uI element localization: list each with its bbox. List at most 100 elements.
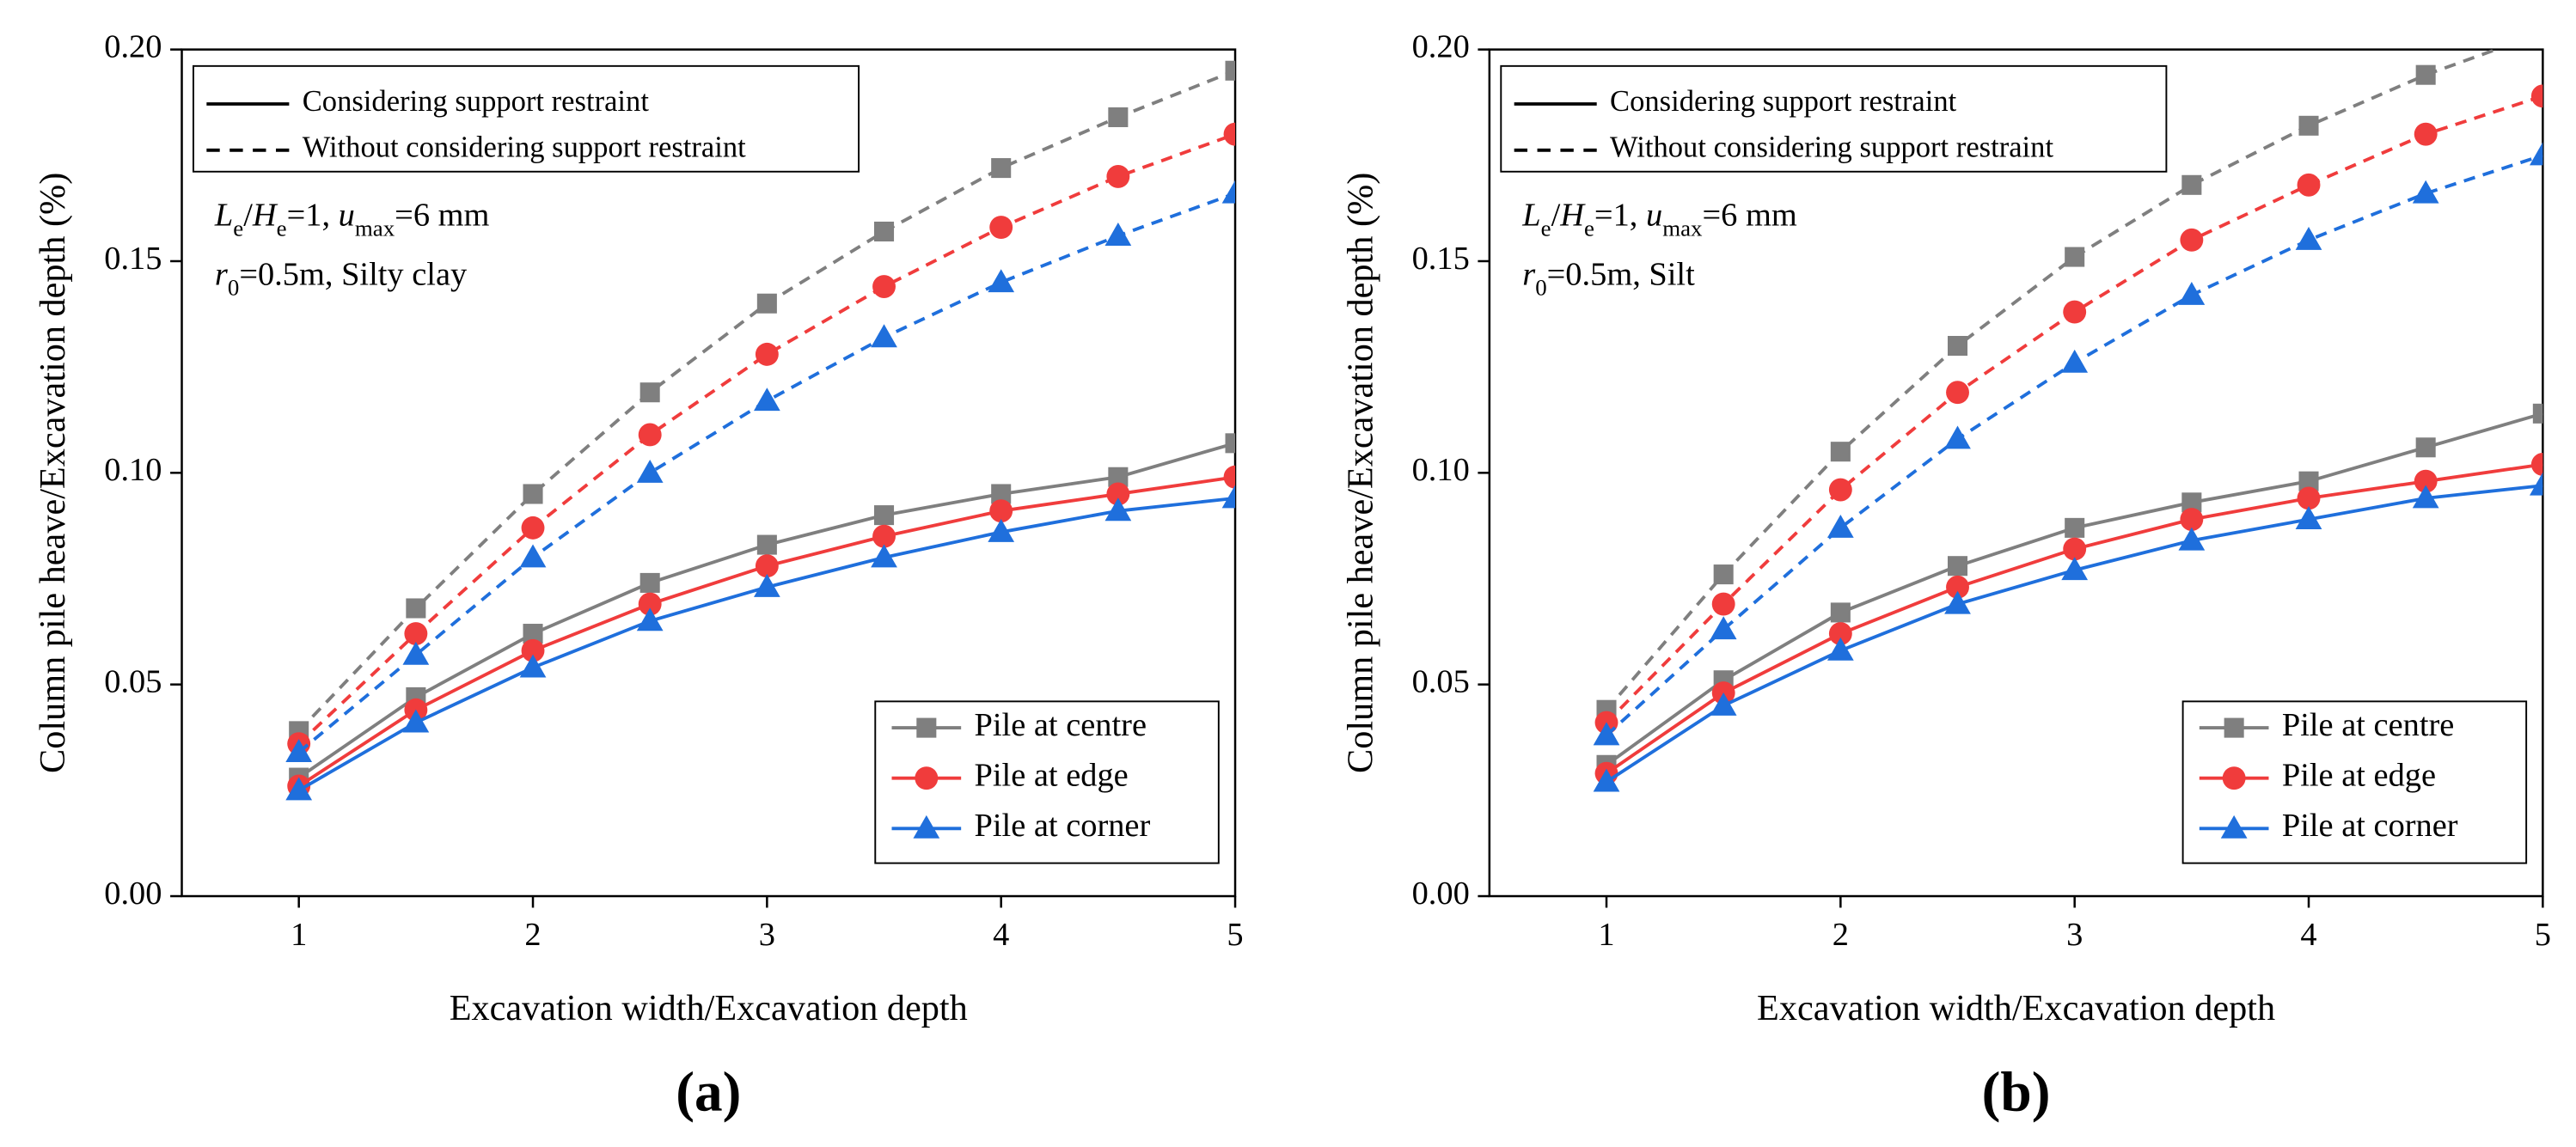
marker [2529,472,2543,496]
marker [2412,485,2439,509]
marker [2065,517,2085,538]
marker [2181,174,2202,195]
marker [2414,122,2438,146]
marker [1830,602,1851,623]
marker [874,221,895,242]
x-tick-label: 3 [759,917,775,953]
annotation: Le/He=1, umax=6 mm [1521,197,1797,241]
panel-label: (b) [1982,1061,2051,1123]
marker [1711,592,1735,616]
marker [2065,247,2085,267]
legend-label: Pile at corner [2282,808,2458,844]
marker [285,739,313,763]
marker [404,622,428,645]
legend-label: Pile at centre [2282,707,2454,743]
chart: 0.00 0.05 0.10 0.15 0.20 1 2 3 4 5 Excavation widt… [1341,28,2551,1123]
marker [636,459,664,483]
marker [2529,142,2543,166]
marker [872,524,896,548]
plot-area [1593,49,2543,792]
x-tick-label: 5 [2535,917,2551,953]
annotation-part: =1, [1594,197,1646,233]
legend-label: Without considering support restraint [1610,131,2053,164]
marker [1947,335,1968,357]
marker [402,641,430,665]
marker [915,766,939,790]
annotation-part: =6 mm [1702,197,1796,233]
annotation-part: / [1551,197,1561,233]
x-axis-label: Excavation width/Excavation depth [1757,988,2275,1028]
marker [755,554,779,578]
y-tick-label: 0.10 [104,452,162,488]
marker [2178,527,2206,551]
y-tick-label: 0.05 [104,663,162,699]
marker [519,654,547,678]
annotation: Le/He=1, umax=6 mm [214,197,490,241]
marker [2414,469,2438,493]
legend-label: Considering support restraint [303,85,650,118]
marker [1593,722,1620,746]
annotation-part: e [1541,216,1551,241]
marker [2063,300,2087,324]
marker [2298,115,2319,136]
annotation-part: max [1662,216,1703,241]
annotation-part: e [233,216,243,241]
marker [756,293,777,314]
marker [2412,180,2439,204]
marker [2530,84,2543,108]
annotation-part: L [1521,197,1540,233]
marker [874,505,895,526]
marker [1221,180,1236,204]
marker [2061,349,2089,373]
marker [991,158,1012,179]
legend-label: Pile at centre [975,707,1147,743]
annotation: r0=0.5m, Silty clay [215,257,468,301]
marker [1944,590,1971,614]
marker [406,598,426,619]
series-line [297,132,1236,746]
marker [2297,173,2321,197]
marker [2224,717,2244,738]
chart: 0.00 0.05 0.10 0.15 0.20 1 2 3 4 5 Excavation widt… [33,28,1243,1123]
marker [519,544,547,568]
marker [402,709,430,733]
annotation-part: e [277,216,287,241]
marker [2532,403,2543,424]
marker [521,516,545,540]
x-tick-label: 5 [1227,917,1243,953]
marker [1223,465,1236,489]
marker [1826,637,1854,661]
marker [1108,107,1129,127]
annotation-part: =6 mm [395,197,489,233]
marker [1104,497,1132,522]
marker [2181,492,2202,513]
marker [1710,616,1737,640]
annotation-part: r [1522,257,1536,293]
y-tick-label: 0.10 [1412,452,1470,488]
marker [636,607,664,631]
marker [2297,486,2321,510]
marker [639,382,660,403]
marker [913,814,940,839]
legend-box [193,64,860,173]
annotation-part: max [355,216,395,241]
marker [988,518,1015,542]
annotation-part: H [252,197,278,233]
annotation-part: =1, [287,197,339,233]
series-line [1605,94,2543,724]
marker [2220,814,2248,839]
x-tick-label: 4 [2300,917,2316,953]
marker [753,387,780,412]
marker [756,534,777,555]
annotation-part: L [214,197,233,233]
annotation-part: 0 [1535,275,1546,301]
marker [1104,223,1132,246]
marker [285,777,313,801]
legend-label: Pile at corner [975,808,1151,844]
marker [638,423,662,447]
marker [2222,766,2246,790]
y-tick-label: 0.00 [1412,876,1470,912]
marker [2061,557,2089,581]
marker [523,624,543,644]
